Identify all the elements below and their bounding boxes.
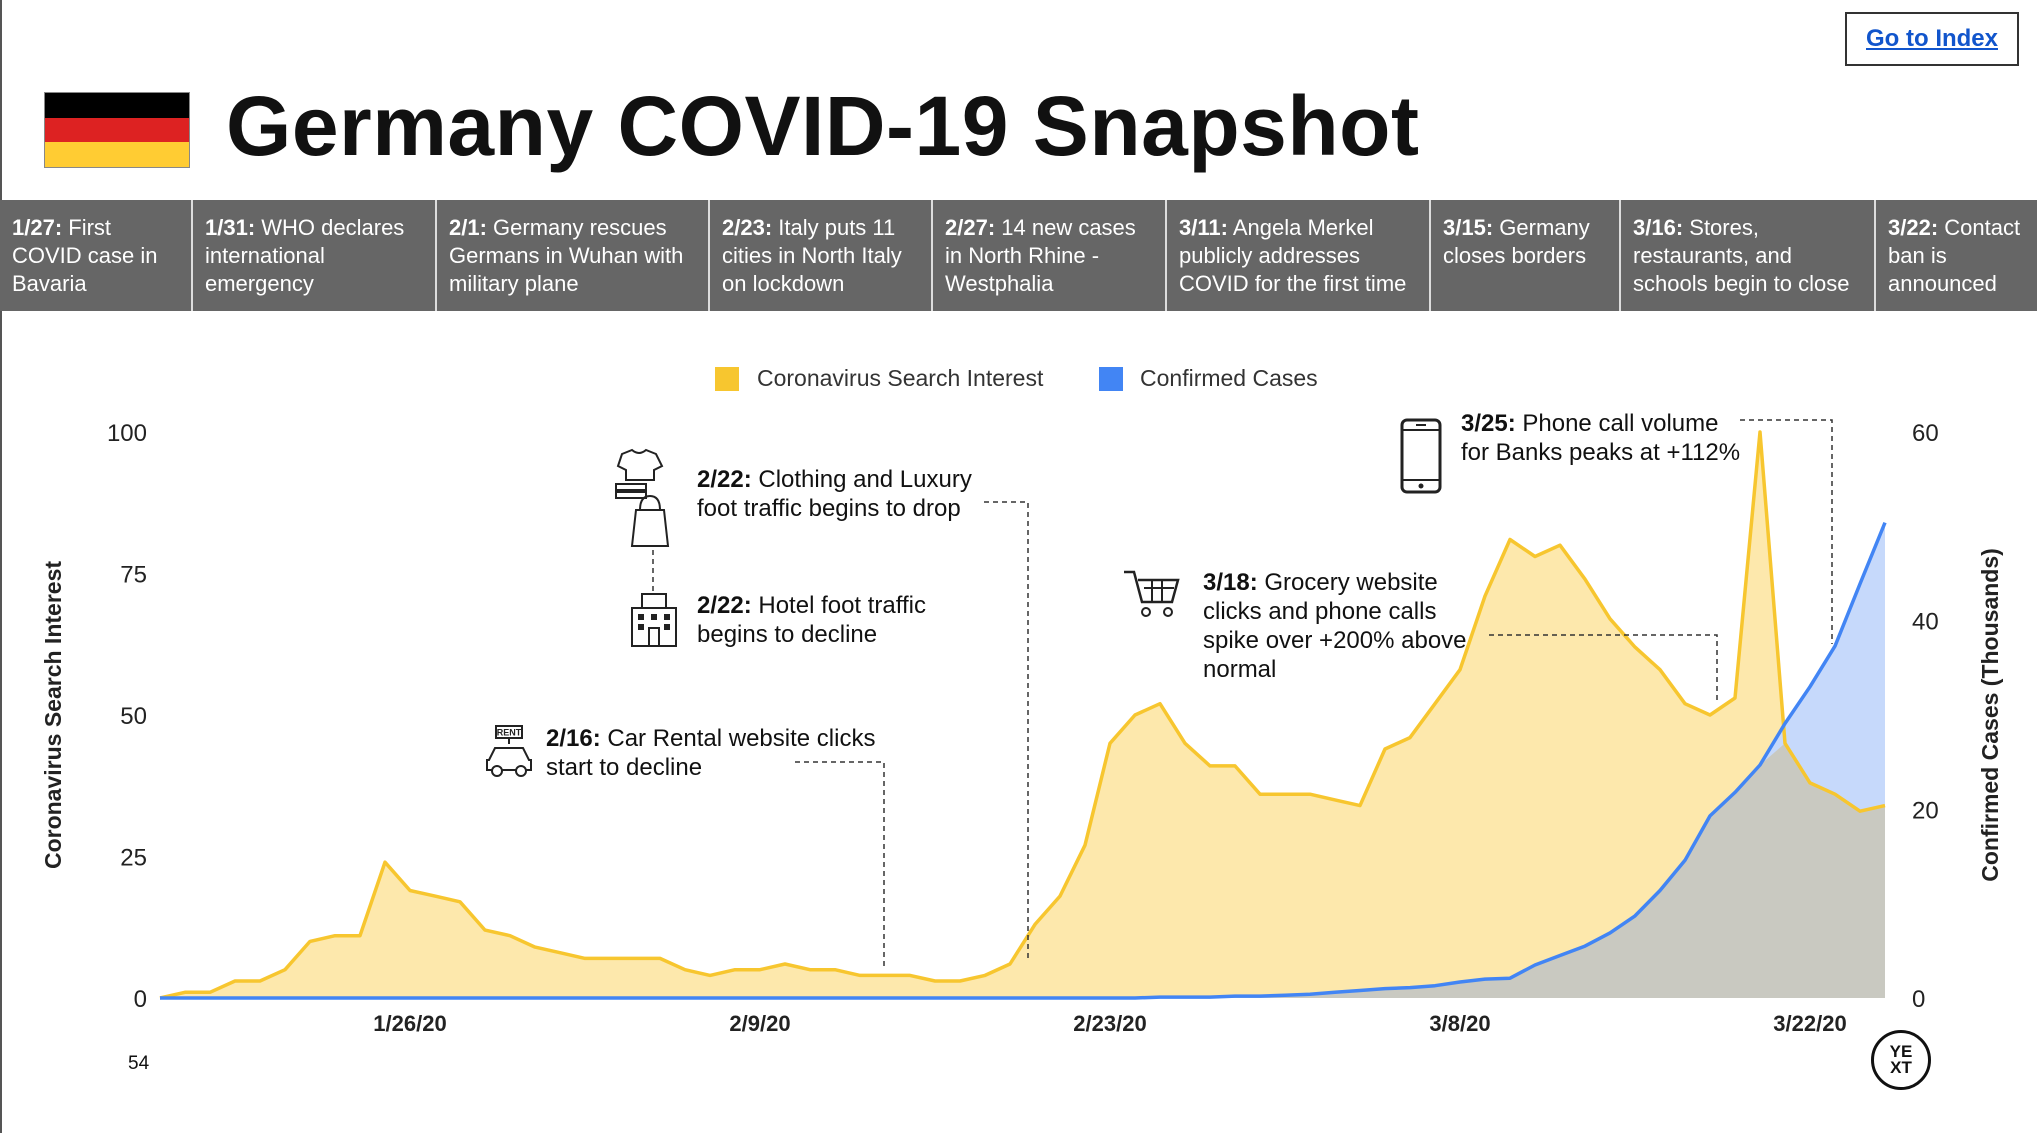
legend-swatch-cases <box>1099 367 1123 391</box>
timeline-event: 2/1: Germany rescues Germans in Wuhan wi… <box>437 200 710 311</box>
timeline-event: 1/27: First COVID case in Bavaria <box>0 200 193 311</box>
timeline-event: 3/11: Angela Merkel publicly addresses C… <box>1167 200 1431 311</box>
y2-tick-label: 0 <box>1912 986 1925 1013</box>
search-interest-line <box>159 430 1886 1000</box>
covid-chart: 0 25 50 75 100 0 20 40 60 1/26/20 2/9/20 2/23/20 3/8… <box>40 365 2003 1036</box>
y-tick-label: 75 <box>120 562 147 589</box>
hotel-icon <box>631 593 677 647</box>
x-tick-label: 2/9/20 <box>729 1011 790 1036</box>
legend-label-search: Coronavirus Search Interest <box>757 365 1044 391</box>
timeline-event: 2/23: Italy puts 11 cities in North Ital… <box>710 200 933 311</box>
y-tick-label: 50 <box>120 703 147 730</box>
leader-grocery <box>1489 634 1718 700</box>
yext-logo: YE XT <box>1871 1030 1931 1090</box>
left-border <box>0 0 2 1133</box>
flag-stripe-gold <box>45 142 189 167</box>
page-title: Germany COVID-19 Snapshot <box>226 79 1420 173</box>
y2-tick-label: 40 <box>1912 609 1939 636</box>
timeline-bar: 1/27: First COVID case in Bavaria 1/31: … <box>0 200 2037 311</box>
x-tick-label: 2/23/20 <box>1073 1011 1146 1036</box>
svg-text:RENT: RENT <box>497 728 522 738</box>
annotation-clothing-luxury: 2/22: Clothing and Luxury foot traffic b… <box>697 466 972 522</box>
confirmed-cases-line <box>160 521 1887 1000</box>
timeline-event: 3/16: Stores, restaurants, and schools b… <box>1621 200 1876 311</box>
timeline-event: 3/15: Germany closes borders <box>1431 200 1621 311</box>
x-tick-label: 3/8/20 <box>1429 1011 1490 1036</box>
leader-bank-calls <box>1740 419 1833 644</box>
phone-icon <box>1400 418 1442 494</box>
y-axis-title: Coronavirus Search Interest <box>40 561 66 869</box>
flag-stripe-red <box>45 117 189 143</box>
x-tick-label: 3/22/20 <box>1773 1011 1846 1036</box>
y-tick-label: 0 <box>134 986 147 1013</box>
annotation-car-rental: 2/16: Car Rental website clicks start to… <box>546 725 876 781</box>
annotation-hotel: 2/22: Hotel foot traffic begins to decli… <box>697 592 927 648</box>
search-interest-area <box>160 432 1885 998</box>
leader-car-rental <box>795 761 885 968</box>
overlap-area <box>160 743 1885 998</box>
legend-label-cases: Confirmed Cases <box>1140 365 1318 391</box>
timeline-event: 2/27: 14 new cases in North Rhine - West… <box>933 200 1167 311</box>
go-to-index-link[interactable]: Go to Index <box>1845 12 2019 66</box>
leader-clothing <box>984 501 1029 958</box>
flag-stripe-black <box>45 93 189 118</box>
timeline-event: 1/31: WHO declares international emergen… <box>193 200 437 311</box>
page-number: 54 <box>128 1053 150 1074</box>
car-rental-icon: RENT <box>486 725 532 777</box>
annotation-bank-calls: 3/25: Phone call volume for Banks peaks … <box>1461 410 1741 466</box>
y-tick-label: 25 <box>120 845 147 872</box>
x-tick-label: 1/26/20 <box>373 1011 446 1036</box>
y2-tick-label: 20 <box>1912 797 1939 824</box>
annotation-grocery: 3/18: Grocery website clicks and phone c… <box>1203 569 1467 683</box>
y-tick-label: 100 <box>107 420 147 447</box>
y2-tick-label: 60 <box>1912 420 1939 447</box>
legend-swatch-search <box>715 367 739 391</box>
germany-flag <box>44 92 190 168</box>
timeline-event: 3/22: Contact ban is announced <box>1888 215 2021 296</box>
shopping-cart-icon <box>1124 570 1180 617</box>
clothing-bag-icon <box>615 448 670 547</box>
y2-axis-title: Confirmed Cases (Thousands) <box>1977 548 2003 882</box>
